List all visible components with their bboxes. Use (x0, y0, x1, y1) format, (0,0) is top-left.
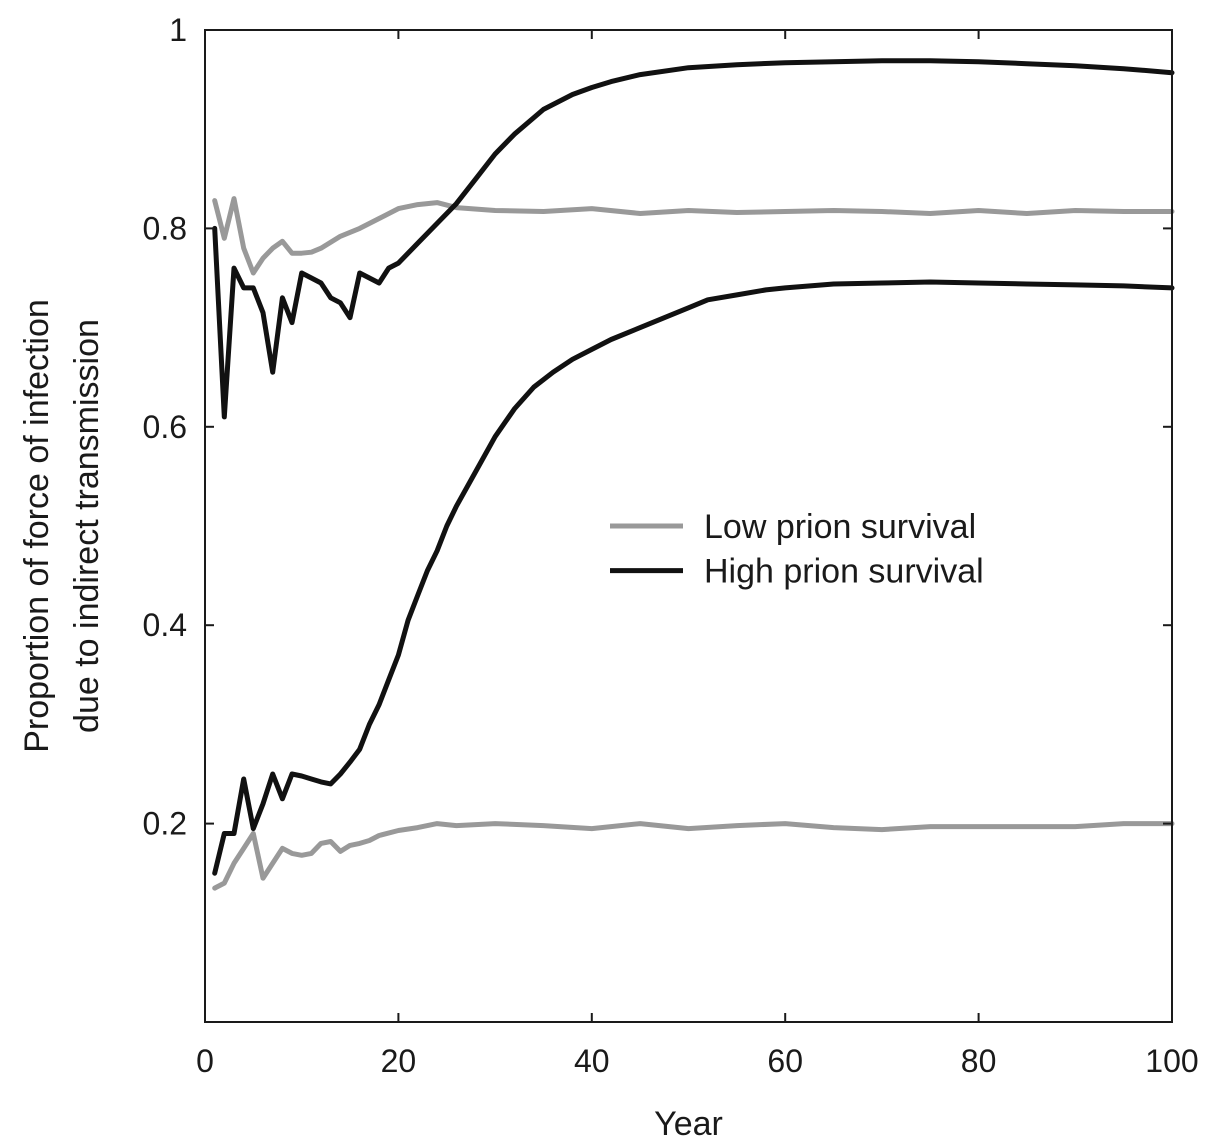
y-tick-label: 0.4 (143, 607, 187, 643)
legend-label-high: High prion survival (704, 553, 984, 591)
legend-label-low: Low prion survival (704, 508, 976, 546)
x-tick-label: 60 (767, 1043, 803, 1079)
series-line-3 (212, 58, 1175, 420)
y-tick-label: 0.6 (143, 409, 187, 445)
y-tick-label: 1 (169, 12, 187, 48)
y-axis-title: Proportion of force of infection due to … (18, 299, 106, 753)
plot-series-group (212, 58, 1175, 891)
axis-tick-labels: 0 20 40 60 80 100 0.2 0.4 0.6 0.8 1 (143, 12, 1199, 1079)
x-tick-label: 100 (1145, 1043, 1198, 1079)
y-axis-title-line-1: Proportion of force of infection (18, 299, 56, 753)
axis-ticks (204, 29, 1173, 1022)
x-axis-title: Year (654, 1105, 723, 1143)
y-tick-label: 0.2 (143, 806, 187, 842)
y-tick-label: 0.8 (143, 210, 187, 246)
series-line-4 (212, 279, 1175, 876)
legend: Low prion survival High prion survival (610, 508, 984, 591)
x-tick-label: 40 (574, 1043, 610, 1079)
series-line-2 (212, 821, 1175, 891)
x-tick-label: 0 (196, 1043, 214, 1079)
x-tick-label: 20 (381, 1043, 417, 1079)
x-tick-label: 80 (961, 1043, 997, 1079)
plot-frame (204, 29, 1173, 1023)
series-line-1 (212, 196, 1175, 276)
y-axis-title-line-2: due to indirect transmission (68, 319, 106, 733)
